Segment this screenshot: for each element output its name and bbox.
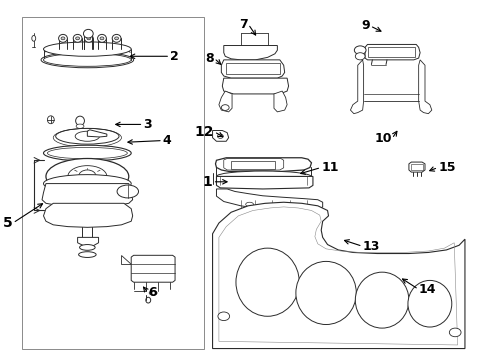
Polygon shape xyxy=(217,189,323,211)
Polygon shape xyxy=(222,78,289,94)
Ellipse shape xyxy=(354,46,366,54)
Text: 11: 11 xyxy=(321,161,339,174)
Ellipse shape xyxy=(68,166,107,187)
Ellipse shape xyxy=(355,53,365,60)
Ellipse shape xyxy=(117,185,139,198)
Text: 10: 10 xyxy=(374,132,392,145)
Polygon shape xyxy=(224,45,277,60)
Polygon shape xyxy=(217,176,313,189)
Polygon shape xyxy=(274,91,287,112)
Ellipse shape xyxy=(79,244,95,250)
Ellipse shape xyxy=(112,35,121,42)
Ellipse shape xyxy=(73,35,82,42)
Polygon shape xyxy=(409,162,425,172)
Polygon shape xyxy=(350,60,364,114)
Polygon shape xyxy=(221,60,285,78)
Ellipse shape xyxy=(225,48,237,57)
Ellipse shape xyxy=(44,145,131,161)
Ellipse shape xyxy=(87,37,91,40)
Ellipse shape xyxy=(218,312,230,320)
Bar xyxy=(22,17,204,348)
Polygon shape xyxy=(213,131,229,141)
Polygon shape xyxy=(44,203,133,227)
Text: 5: 5 xyxy=(3,216,13,230)
Ellipse shape xyxy=(76,124,84,129)
Text: 6: 6 xyxy=(148,287,157,300)
Text: 3: 3 xyxy=(144,118,152,131)
Ellipse shape xyxy=(83,30,93,38)
Polygon shape xyxy=(87,130,107,137)
Ellipse shape xyxy=(44,175,131,193)
Ellipse shape xyxy=(78,252,96,257)
Text: 8: 8 xyxy=(205,51,214,64)
Ellipse shape xyxy=(48,116,54,124)
Text: 13: 13 xyxy=(363,240,380,253)
Polygon shape xyxy=(131,255,175,282)
Polygon shape xyxy=(216,158,312,172)
Polygon shape xyxy=(122,255,131,264)
Bar xyxy=(368,46,415,57)
Ellipse shape xyxy=(221,105,229,111)
Text: 12: 12 xyxy=(195,125,214,139)
Text: 14: 14 xyxy=(418,283,436,296)
Ellipse shape xyxy=(115,37,119,40)
Ellipse shape xyxy=(296,261,356,324)
Bar xyxy=(411,164,422,170)
Ellipse shape xyxy=(449,328,461,337)
Ellipse shape xyxy=(245,202,253,207)
Ellipse shape xyxy=(355,272,409,328)
Ellipse shape xyxy=(41,52,134,68)
Ellipse shape xyxy=(59,35,68,42)
Ellipse shape xyxy=(84,35,93,42)
Ellipse shape xyxy=(217,171,311,182)
Text: 2: 2 xyxy=(170,50,179,63)
Polygon shape xyxy=(365,44,420,60)
Polygon shape xyxy=(42,184,133,206)
Ellipse shape xyxy=(218,134,223,138)
Text: 7: 7 xyxy=(240,18,248,31)
Ellipse shape xyxy=(236,248,299,316)
Ellipse shape xyxy=(75,37,79,40)
Bar xyxy=(231,161,275,168)
Text: 1: 1 xyxy=(203,175,213,189)
Ellipse shape xyxy=(61,37,65,40)
Text: 9: 9 xyxy=(361,19,370,32)
Ellipse shape xyxy=(44,42,131,56)
Ellipse shape xyxy=(44,53,131,66)
Ellipse shape xyxy=(281,205,289,209)
Ellipse shape xyxy=(408,280,452,327)
Ellipse shape xyxy=(78,170,96,183)
Text: 4: 4 xyxy=(163,134,172,147)
Polygon shape xyxy=(77,237,98,246)
Ellipse shape xyxy=(149,291,157,295)
Ellipse shape xyxy=(75,116,84,126)
Polygon shape xyxy=(213,202,465,348)
Ellipse shape xyxy=(75,131,99,141)
Ellipse shape xyxy=(32,36,36,41)
Text: 15: 15 xyxy=(438,161,456,174)
Polygon shape xyxy=(418,60,432,114)
Ellipse shape xyxy=(263,204,271,208)
Ellipse shape xyxy=(56,129,119,144)
Ellipse shape xyxy=(98,35,106,42)
Bar xyxy=(226,63,280,74)
Ellipse shape xyxy=(46,158,129,194)
Polygon shape xyxy=(219,91,232,112)
Ellipse shape xyxy=(100,37,104,40)
Ellipse shape xyxy=(298,206,305,210)
